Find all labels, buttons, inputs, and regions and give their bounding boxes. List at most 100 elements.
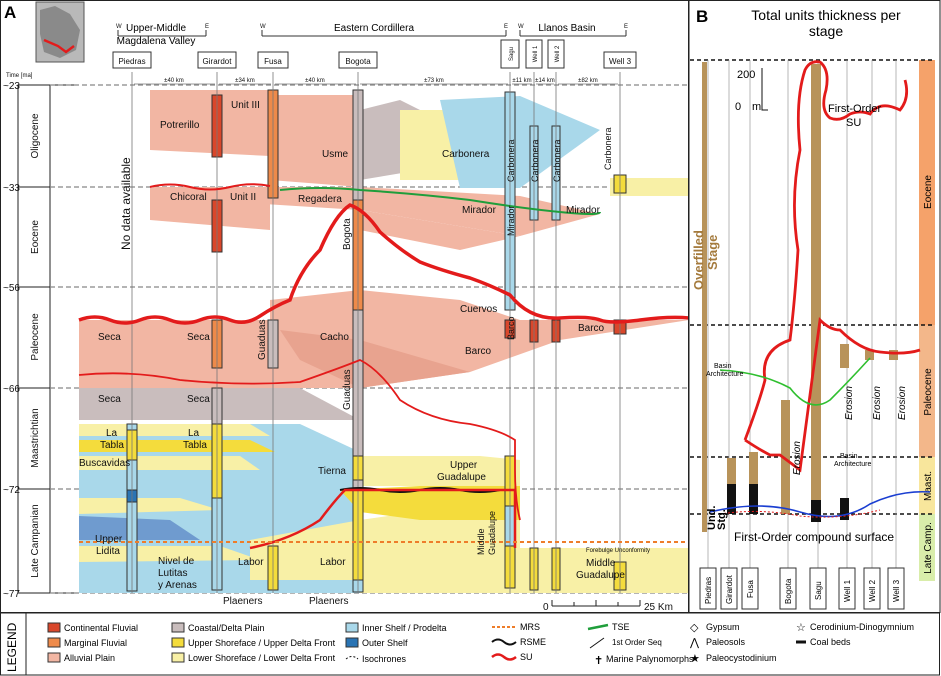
legend-swatch	[171, 652, 185, 663]
epoch-eocene: Eocene	[30, 220, 41, 254]
stage-late-camp	[919, 514, 935, 581]
w-label: W	[260, 24, 266, 30]
overfilled-label-1: Overfilled	[691, 230, 706, 290]
well-piedras: Piedras	[118, 57, 145, 66]
w-label: W	[518, 24, 524, 30]
legend-swatch	[47, 637, 61, 648]
panel-a-letter: A	[4, 3, 16, 22]
legend-swatch	[171, 637, 185, 648]
e-label: E	[504, 24, 508, 30]
unit-label: Guadalupe	[437, 472, 486, 483]
paleocystodinium-icon: ★	[690, 653, 700, 665]
legend-label: Paleosols	[706, 637, 746, 647]
su-campanian	[249, 488, 517, 550]
basin-arch-label-3: Basin	[840, 453, 858, 460]
su-maastrichtian	[78, 359, 521, 521]
unit-label: Mirador	[506, 205, 516, 236]
age-56: ~56	[3, 283, 20, 294]
legend-label: Continental Fluvial	[64, 623, 138, 633]
stage-paleocene	[919, 325, 935, 457]
unit-label: Seca	[98, 332, 121, 343]
und-label-2: Stg.	[716, 509, 728, 530]
legend-label: Upper Shoreface / Upper Delta Front	[188, 638, 336, 648]
well-2: Well 2	[555, 45, 561, 62]
distance-label: ±82 km	[578, 78, 598, 84]
unit-label: Potrerillo	[160, 120, 200, 131]
distance-label: ±34 km	[235, 78, 255, 84]
unit-label: Seca	[187, 332, 210, 343]
stage-late-camp-label: Late Camp.	[923, 522, 934, 574]
rsme-icon	[491, 638, 517, 646]
basin-arch-label-4: Architecture	[834, 461, 871, 468]
e-label: E	[624, 24, 628, 30]
unit-label: Plaeners	[223, 596, 262, 607]
unit-label: Barco	[465, 346, 492, 357]
unit-labels: Potrerillo Unit III Usme Carbonera Chico…	[79, 100, 625, 607]
scale-zero: 0	[543, 602, 549, 613]
unit-label: La	[106, 428, 118, 439]
unit-label: Middle	[586, 558, 616, 569]
unit-label: Seca	[187, 394, 210, 405]
well-headers: Piedras Girardot Fusa Bogota Sagu Well 1…	[112, 39, 637, 593]
basin-architecture-curve-2	[709, 490, 931, 518]
gypsum-icon: ◇	[690, 622, 699, 634]
legend-label: Isochrones	[362, 654, 407, 664]
basin-architecture-curve-1	[719, 357, 871, 406]
unit-label: Regadera	[298, 194, 342, 205]
legend-label: Gypsum	[706, 622, 740, 632]
distance-label: ±11 km	[512, 78, 531, 84]
legend-label: Coastal/Delta Plain	[188, 623, 265, 633]
unit-label: Barco	[578, 323, 605, 334]
legend-swatch	[345, 622, 359, 633]
unit-label: Unit III	[231, 100, 260, 111]
su-curve	[743, 60, 921, 473]
unit-label: y Arenas	[158, 580, 197, 591]
legend-label: Alluvial Plain	[64, 653, 115, 663]
unit-label: Guaduas	[342, 369, 353, 410]
legend-swatch	[171, 622, 185, 633]
unit-label: Mirador	[566, 205, 601, 216]
unit-label: Labor	[238, 557, 264, 568]
panel-b: B Total units thickness per stage Eocene…	[688, 0, 941, 613]
unit-label: Buscavidas	[79, 458, 130, 469]
erosion-label: Erosion	[844, 386, 855, 420]
time-axis-label: Time [ma]	[6, 73, 33, 79]
stage-paleocene-label: Paleocene	[923, 368, 934, 416]
unit-label: Tabla	[100, 440, 124, 451]
first-order-seq-icon	[589, 637, 605, 649]
forebulge-label: Forebulge Unconformity	[586, 548, 650, 554]
basin-arch-label-1: Basin	[714, 363, 732, 370]
unit-label: Cuervos	[460, 304, 497, 315]
overfilled-label-2: Stage	[705, 235, 720, 270]
region-eastern-cordillera: Eastern Cordillera	[334, 23, 414, 34]
overfilled-bar	[702, 62, 707, 532]
su-icon	[491, 653, 517, 661]
unit-label: Plaeners	[309, 596, 348, 607]
region-magdalena-line1: Upper-Middle	[126, 23, 186, 34]
unit-label: Carbonera	[442, 149, 490, 160]
no-data-label: No data available	[119, 157, 133, 250]
panel-b-well-labels: Piedras Girardot Fusa Bogota Sagu Well 1…	[699, 567, 905, 610]
well-sagu: Sagu	[509, 47, 515, 61]
panel-b-title-2: stage	[809, 23, 843, 39]
age-66: ~66	[3, 384, 20, 395]
legend-label: Cerodinium-Dinogymnium	[810, 622, 914, 632]
distance-label: ±40 km	[164, 78, 184, 84]
b-scale-value: 200	[737, 69, 755, 81]
b-well-label: Well 2	[868, 579, 877, 602]
distance-label: ±14 km	[535, 78, 555, 84]
age-77: ~77	[3, 589, 20, 600]
b-well-label: Piedras	[704, 577, 713, 604]
epoch-column: Oligocene Eocene Paleocene Maastrichtian…	[17, 84, 79, 594]
tse	[279, 187, 601, 215]
unit-label: Guadalupe	[576, 570, 625, 581]
legend-label: Inner Shelf / Prodelta	[362, 623, 447, 633]
legend-label: Paleocystodinium	[706, 653, 777, 663]
unit-label: Seca	[98, 394, 121, 405]
unit-label: Carbonera	[530, 139, 540, 182]
unit-label: Carbonera	[552, 139, 562, 182]
age-33: ~33	[3, 183, 20, 194]
first-order-su-1: First-Order	[828, 103, 882, 115]
panel-b-curves	[709, 60, 931, 518]
legend-title: LEGEND	[5, 622, 19, 672]
